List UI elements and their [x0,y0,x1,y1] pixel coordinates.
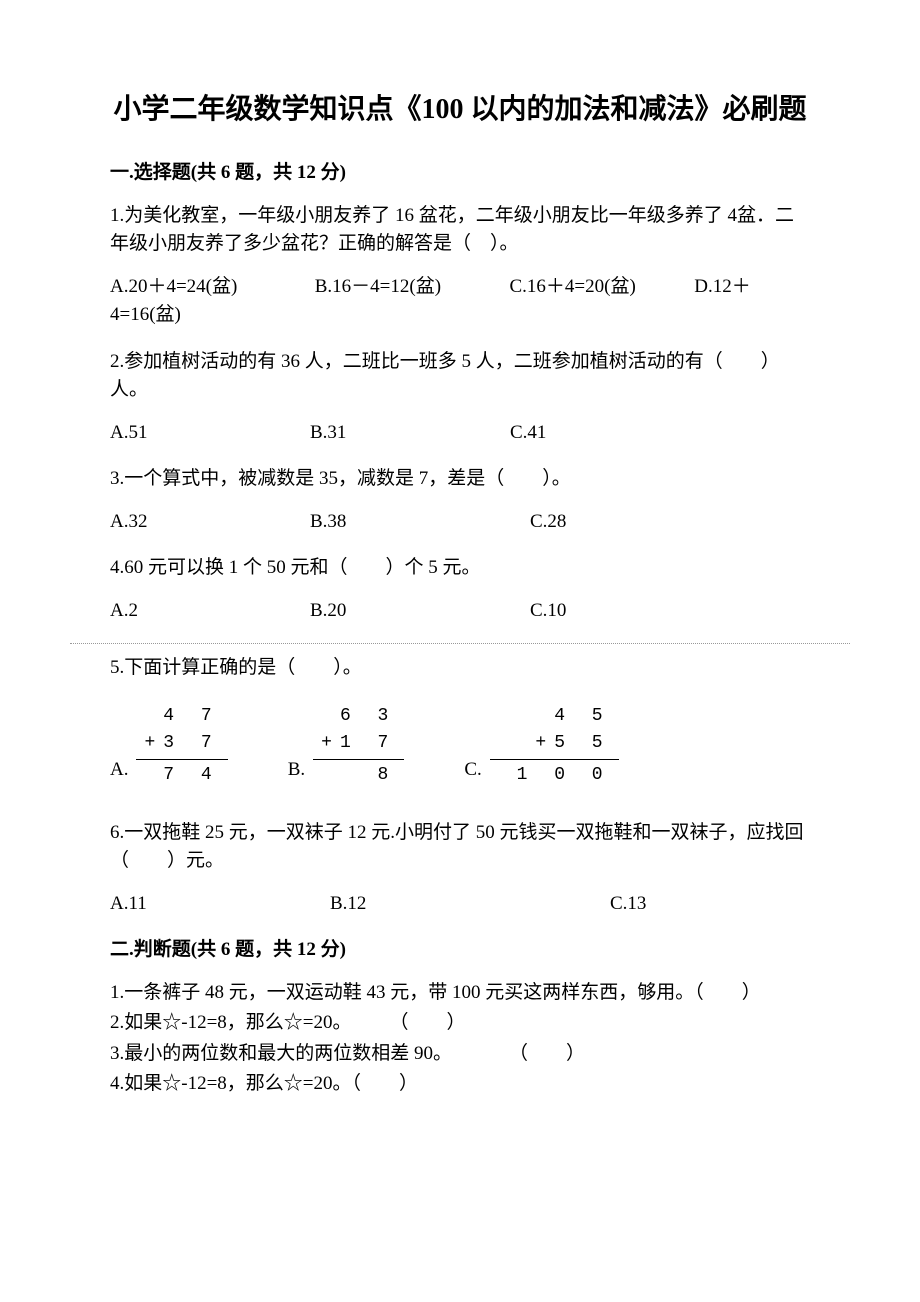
question-5-options: A. 4 7 +3 7 7 4 B. 6 3 +1 7 8 C. 4 5 +5 … [110,703,810,789]
question-4: 4.60 元可以换 1 个 50 元和（ ）个 5 元。 A.2 B.20 C.… [110,554,810,625]
q2-option-a: A.51 [110,419,310,448]
q5-calc-a-r2: +3 7 [136,730,227,757]
q5-calc-c-r3: 1 0 0 [490,762,619,789]
judge-1: 1.一条裤子 48 元，一双运动鞋 43 元，带 100 元买这两样东西，够用。… [110,979,810,1008]
q6-option-c: C.13 [610,890,646,919]
question-4-text: 4.60 元可以换 1 个 50 元和（ ）个 5 元。 [110,554,810,583]
q5-label-a: A. [110,756,128,785]
question-6-options: A.11 B.12 C.13 [110,890,810,919]
q5-option-b: B. 6 3 +1 7 8 [288,703,405,789]
question-3-options: A.32 B.38 C.28 [110,508,810,537]
question-6: 6.一双拖鞋 25 元，一双袜子 12 元.小明付了 50 元钱买一双拖鞋和一双… [110,819,810,919]
q5-option-a: A. 4 7 +3 7 7 4 [110,703,228,789]
question-2-options: A.51 B.31 C.41 [110,419,810,448]
q5-label-c: C. [464,756,481,785]
q5-option-c: C. 4 5 +5 5 1 0 0 [464,703,618,789]
q4-option-c: C.10 [530,597,730,626]
q1-option-c: C.16＋4=20(盆) [510,273,690,302]
q5-calc-b-r2: +1 7 [313,730,404,757]
section-2-header: 二.判断题(共 6 题，共 12 分) [110,936,810,965]
question-2: 2.参加植树活动的有 36 人，二班比一班多 5 人，二班参加植树活动的有（ ）… [110,348,810,448]
question-5-text: 5.下面计算正确的是（ ）。 [110,654,810,683]
q3-option-a: A.32 [110,508,310,537]
q1-option-a: A.20＋4=24(盆) [110,273,310,302]
q5-calc-c-line [490,759,619,760]
q6-option-a: A.11 [110,890,330,919]
q5-calc-b: 6 3 +1 7 8 [313,703,404,789]
section-1-header: 一.选择题(共 6 题，共 12 分) [110,159,810,188]
q5-calc-a-r3: 7 4 [136,762,227,789]
q2-option-c: C.41 [510,419,710,448]
question-3: 3.一个算式中，被减数是 35，减数是 7，差是（ ）。 A.32 B.38 C… [110,465,810,536]
q5-calc-a-r1: 4 7 [136,703,227,730]
q5-calc-c-r2: +5 5 [490,730,619,757]
q6-option-b: B.12 [330,890,610,919]
question-1-text: 1.为美化教室，一年级小朋友养了 16 盆花，二年级小朋友比一年级多养了 4盆．… [110,202,810,259]
q4-option-a: A.2 [110,597,310,626]
q4-option-b: B.20 [310,597,530,626]
q2-option-b: B.31 [310,419,510,448]
q5-calc-c: 4 5 +5 5 1 0 0 [490,703,619,789]
q3-option-c: C.28 [530,508,730,537]
dotted-separator [70,643,850,644]
q5-label-b: B. [288,756,305,785]
question-6-text: 6.一双拖鞋 25 元，一双袜子 12 元.小明付了 50 元钱买一双拖鞋和一双… [110,819,810,876]
question-1: 1.为美化教室，一年级小朋友养了 16 盆花，二年级小朋友比一年级多养了 4盆．… [110,202,810,330]
question-2-text: 2.参加植树活动的有 36 人，二班比一班多 5 人，二班参加植树活动的有（ ）… [110,348,810,405]
q5-calc-c-r1: 4 5 [490,703,619,730]
question-3-text: 3.一个算式中，被减数是 35，减数是 7，差是（ ）。 [110,465,810,494]
judge-2: 2.如果☆-12=8，那么☆=20。 （ ） [110,1009,810,1038]
judge-3: 3.最小的两位数和最大的两位数相差 90。 （ ） [110,1040,810,1069]
question-5: 5.下面计算正确的是（ ）。 A. 4 7 +3 7 7 4 B. 6 3 +1… [110,654,810,789]
question-1-options: A.20＋4=24(盆) B.16－4=12(盆) C.16＋4=20(盆) D… [110,273,810,330]
judge-4: 4.如果☆-12=8，那么☆=20。（ ） [110,1070,810,1099]
q5-calc-a: 4 7 +3 7 7 4 [136,703,227,789]
q5-calc-b-r1: 6 3 [313,703,404,730]
q5-calc-b-line [313,759,404,760]
q3-option-b: B.38 [310,508,530,537]
question-4-options: A.2 B.20 C.10 [110,597,810,626]
q1-option-b: B.16－4=12(盆) [315,273,505,302]
q5-calc-b-r3: 8 [313,762,404,789]
document-title: 小学二年级数学知识点《100 以内的加法和减法》必刷题 [110,90,810,129]
q5-calc-a-line [136,759,227,760]
